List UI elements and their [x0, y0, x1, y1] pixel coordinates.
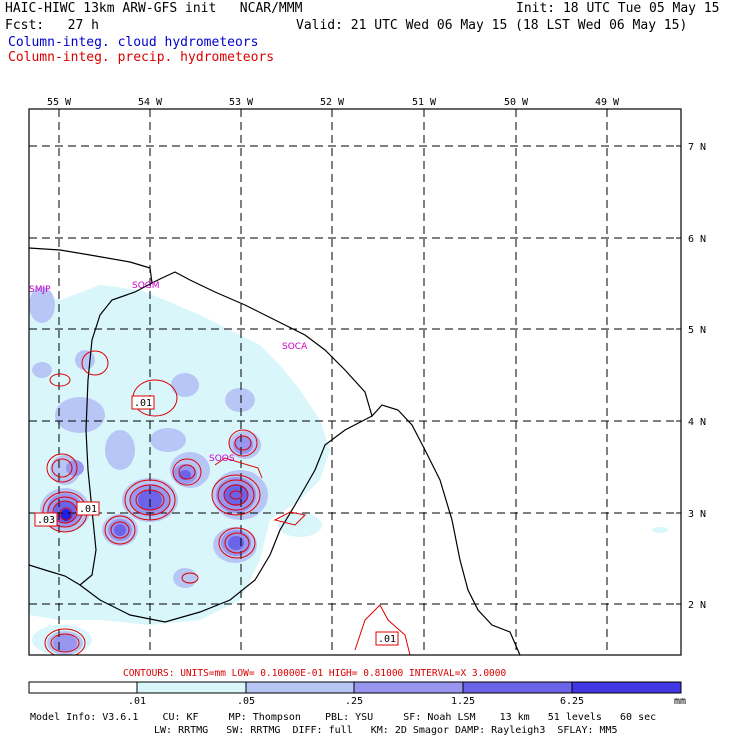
colorbar-tick: 1.25	[451, 696, 475, 707]
lat-label: 5 N	[688, 325, 706, 336]
contour-value-labels: .01 .01 .03 .01	[34, 395, 399, 646]
station-labels: SMJP SOGM SOCA SOOS	[29, 281, 308, 464]
colorbar-swatch	[353, 681, 464, 694]
model-title: HAIC-HIWC 13km ARW-GFS init NCAR/MMM	[5, 1, 303, 16]
field-precip-label: Column-integ. precip. hydrometeors	[8, 50, 275, 65]
colorbar-swatch	[136, 681, 247, 694]
lon-label: 52 W	[320, 97, 345, 108]
init-time: Init: 18 UTC Tue 05 May 15	[516, 1, 720, 16]
colorbar-swatch	[245, 681, 355, 694]
frame-ticks	[58, 109, 681, 605]
forecast-hour: Fcst: 27 h	[5, 18, 99, 33]
model-info-line1: Model Info: V3.6.1 CU: KF MP: Thompson P…	[30, 712, 657, 723]
colorbar	[28, 681, 682, 694]
lon-label: 54 W	[138, 97, 163, 108]
station-soos: SOOS	[209, 454, 235, 464]
contour-info: CONTOURS: UNITS=mm LOW= 0.10000E-01 HIGH…	[123, 668, 506, 679]
field-cloud-label: Column-integ. cloud hydrometeors	[8, 35, 259, 50]
station-soca: SOCA	[282, 342, 308, 352]
lat-label: 2 N	[688, 600, 706, 611]
latitude-labels: 7 N 6 N 5 N 4 N 3 N 2 N	[688, 142, 706, 611]
lon-label: 50 W	[504, 97, 529, 108]
station-sogm: SOGM	[132, 281, 160, 291]
colorbar-swatch	[462, 681, 573, 694]
colorbar-tick: 6.25	[560, 696, 584, 707]
colorbar-units: mm	[674, 696, 686, 707]
contour-label: .01	[79, 504, 97, 515]
precip-contours	[42, 350, 411, 655]
lat-label: 3 N	[688, 509, 706, 520]
contour-label: .01	[378, 634, 396, 645]
map-frame	[28, 108, 682, 656]
colorbar-swatch	[571, 681, 682, 694]
lon-label: 53 W	[229, 97, 254, 108]
lat-label: 6 N	[688, 234, 706, 245]
contour-label: .01	[134, 398, 152, 409]
longitude-labels: 55 W 54 W 53 W 52 W 51 W 50 W 49 W	[47, 97, 620, 108]
contour-label: .03	[37, 515, 55, 526]
colorbar-tick: .25	[345, 696, 363, 707]
colorbar-tick: .01	[128, 696, 146, 707]
coastlines-borders	[29, 247, 521, 655]
lat-label: 4 N	[688, 417, 706, 428]
colorbar-ticks: .01 .05 .25 1.25 6.25 mm	[128, 696, 686, 707]
colorbar-tick: .05	[237, 696, 255, 707]
lon-label: 55 W	[47, 97, 72, 108]
hydrometeor-fill-layer	[29, 285, 668, 655]
colorbar-swatch	[28, 681, 138, 694]
lat-lon-grid	[29, 109, 681, 655]
lat-label: 7 N	[688, 142, 706, 153]
lon-label: 49 W	[595, 97, 620, 108]
lon-label: 51 W	[412, 97, 437, 108]
valid-time: Valid: 21 UTC Wed 06 May 15 (18 LST Wed …	[296, 18, 688, 33]
model-info-line2: LW: RRTMG SW: RRTMG DIFF: full KM: 2D Sm…	[154, 725, 618, 736]
station-smjp: SMJP	[29, 285, 51, 295]
